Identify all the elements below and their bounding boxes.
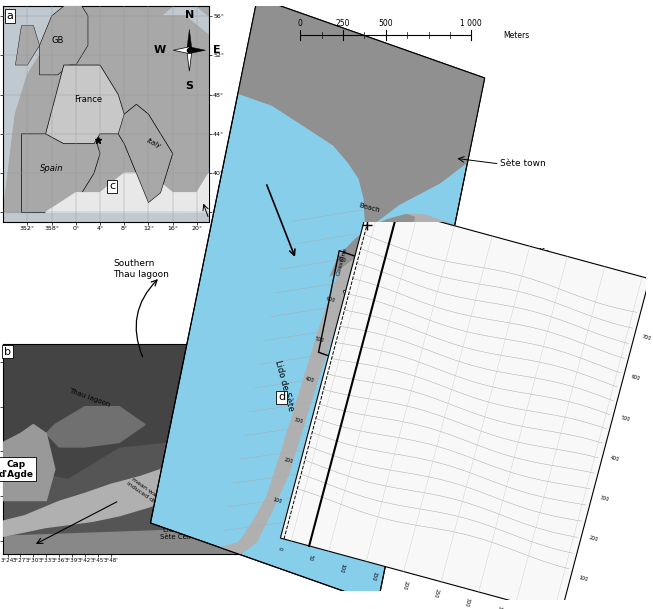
Text: c: c — [109, 181, 115, 191]
Text: d: d — [278, 392, 285, 402]
Text: 600: 600 — [325, 297, 336, 304]
Polygon shape — [118, 104, 172, 203]
Text: 300: 300 — [294, 417, 304, 424]
Polygon shape — [46, 173, 209, 213]
Text: Meters: Meters — [503, 30, 530, 40]
Text: 200: 200 — [588, 535, 599, 542]
Polygon shape — [3, 424, 55, 501]
Polygon shape — [187, 29, 192, 51]
Text: Spain: Spain — [40, 164, 63, 173]
Text: 350: 350 — [495, 605, 502, 609]
Text: France: France — [74, 95, 102, 104]
Text: 150: 150 — [370, 571, 377, 582]
Text: Beach: Beach — [358, 202, 380, 213]
Text: b: b — [4, 347, 11, 357]
Polygon shape — [283, 282, 311, 323]
Polygon shape — [22, 134, 100, 213]
Text: 100: 100 — [272, 497, 283, 504]
Text: E: E — [213, 45, 221, 55]
Text: 250: 250 — [432, 588, 439, 599]
Polygon shape — [3, 344, 255, 478]
Polygon shape — [3, 6, 209, 213]
Text: N: N — [185, 10, 194, 20]
Text: 700: 700 — [641, 334, 652, 342]
Text: 100: 100 — [338, 563, 345, 573]
Text: GB: GB — [52, 36, 64, 45]
Text: Study zone: Study zone — [346, 290, 368, 341]
Polygon shape — [187, 51, 192, 71]
Text: Southern
Thau lagoon: Southern Thau lagoon — [114, 259, 169, 279]
Text: 700: 700 — [336, 256, 346, 264]
Polygon shape — [173, 47, 189, 54]
Text: a: a — [7, 11, 13, 21]
Polygon shape — [46, 65, 124, 144]
Polygon shape — [189, 47, 206, 54]
Polygon shape — [280, 203, 650, 609]
Text: mean wave
induced drift: mean wave induced drift — [125, 476, 165, 507]
Polygon shape — [100, 0, 209, 16]
Polygon shape — [3, 527, 255, 554]
Text: Lido of
Sète Cell: Lido of Sète Cell — [160, 527, 191, 540]
Text: Italy: Italy — [146, 138, 163, 150]
Text: 250: 250 — [336, 19, 351, 28]
Polygon shape — [219, 214, 454, 555]
Text: 400: 400 — [304, 376, 315, 384]
Text: 500: 500 — [315, 337, 325, 343]
Polygon shape — [16, 26, 40, 65]
Text: 600: 600 — [631, 375, 641, 382]
Text: 300: 300 — [464, 596, 471, 607]
Text: S: S — [185, 81, 193, 91]
Text: 500: 500 — [620, 415, 631, 422]
Polygon shape — [118, 104, 172, 203]
Bar — [195, 398, 253, 510]
Text: 0: 0 — [277, 546, 282, 550]
Text: W: W — [153, 45, 166, 55]
Text: 200: 200 — [283, 457, 293, 464]
Text: Thau lagoon: Thau lagoon — [68, 387, 110, 408]
Text: 50: 50 — [308, 554, 314, 561]
Text: Coastline: Coastline — [336, 247, 348, 276]
Text: 400: 400 — [609, 455, 620, 462]
Text: 300: 300 — [599, 495, 609, 502]
Polygon shape — [3, 442, 255, 537]
Polygon shape — [46, 407, 145, 447]
Polygon shape — [150, 0, 485, 603]
Text: 500: 500 — [379, 19, 393, 28]
Text: 0: 0 — [298, 19, 303, 28]
Text: Lido de Sète: Lido de Sète — [274, 359, 296, 412]
Polygon shape — [238, 0, 485, 230]
Text: Sète: Sète — [194, 368, 217, 378]
Text: Cap
d'Agde: Cap d'Agde — [0, 460, 34, 479]
Text: sea cliffs
Mont St Clair: sea cliffs Mont St Clair — [509, 248, 567, 267]
Text: 1 000: 1 000 — [460, 19, 482, 28]
Polygon shape — [256, 328, 286, 375]
Polygon shape — [329, 214, 415, 277]
Text: Sète town: Sète town — [500, 160, 545, 169]
Polygon shape — [40, 0, 88, 75]
Text: 200: 200 — [401, 580, 408, 590]
Text: 100: 100 — [578, 575, 588, 582]
